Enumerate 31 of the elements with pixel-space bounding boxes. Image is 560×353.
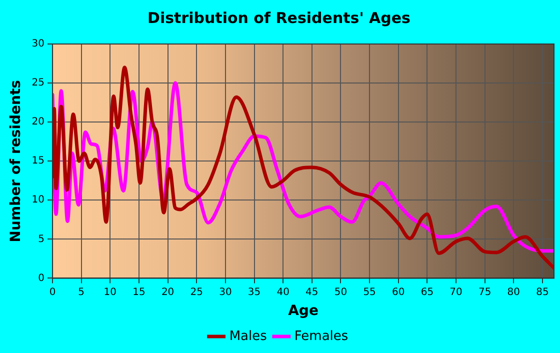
- x-tick-label: 35: [248, 286, 261, 298]
- y-tick-label: 10: [32, 194, 45, 206]
- chart-title: Distribution of Residents' Ages: [148, 8, 411, 27]
- x-tick-label: 65: [420, 286, 434, 298]
- line-series: [52, 66, 554, 270]
- x-tick-label: 45: [306, 286, 318, 298]
- y-tick-label: 25: [32, 78, 45, 89]
- y-tick-label: 0: [38, 272, 45, 284]
- x-tick-label: 85: [536, 286, 549, 298]
- x-tick-label: 0: [49, 286, 56, 298]
- x-tick-label: 20: [161, 286, 174, 298]
- x-tick-label: 25: [190, 286, 203, 298]
- x-axis-title: Age: [288, 303, 318, 320]
- x-tick-label: 70: [450, 286, 462, 298]
- x-tick-label: 60: [392, 286, 405, 298]
- x-tick-label: 5: [78, 286, 85, 298]
- x-tick-label: 55: [363, 286, 376, 298]
- x-tick-label: 30: [219, 286, 232, 298]
- x-tick-label: 50: [334, 286, 348, 298]
- legend-label: Females: [294, 328, 348, 344]
- y-tick-label: 30: [32, 38, 45, 50]
- x-tick-label: 80: [507, 286, 520, 298]
- y-tick-label: 20: [32, 116, 45, 128]
- y-tick-label: 15: [32, 156, 45, 167]
- y-tick-label: 5: [38, 234, 45, 245]
- y-axis-title: Number of residents: [8, 80, 24, 242]
- x-tick-label: 75: [478, 286, 492, 298]
- legend-label: Males: [229, 328, 268, 344]
- x-tick-label: 40: [276, 286, 290, 298]
- x-tick-label: 10: [104, 286, 117, 298]
- x-tick-label: 15: [132, 286, 146, 298]
